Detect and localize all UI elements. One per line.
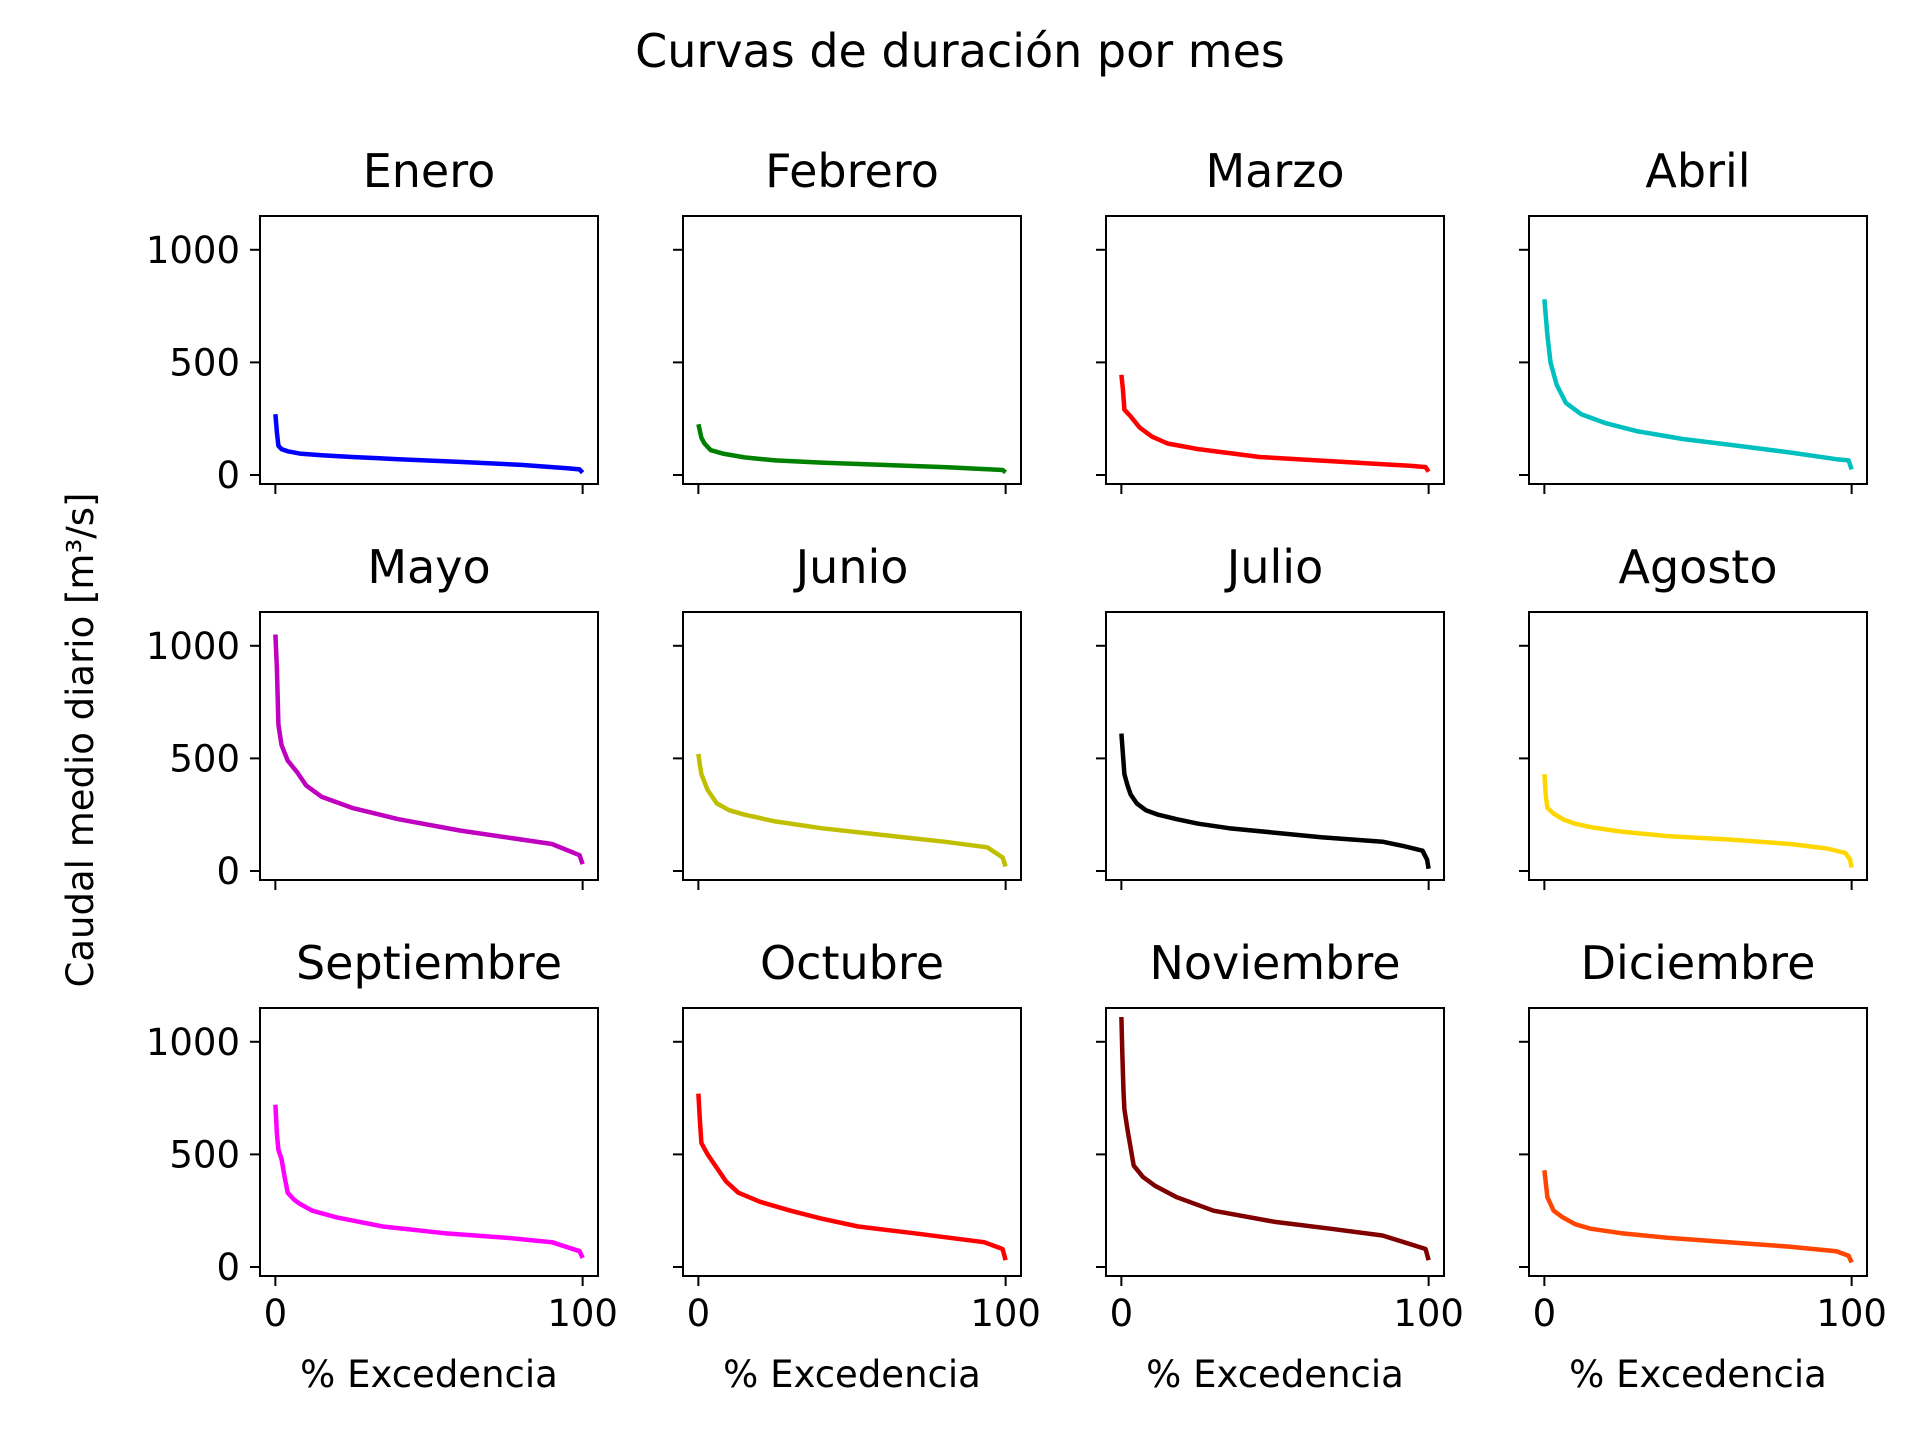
y-axis-label: Caudal medio diario [m³/s] [59, 493, 102, 988]
series-line-febrero [696, 423, 1007, 475]
panel-mayo: Mayo 0 500 1000 [146, 540, 599, 893]
x-tick-label: 100 [1816, 1292, 1887, 1335]
x-tick-label: 100 [547, 1292, 618, 1335]
axes-frame [1105, 1007, 1445, 1277]
panel-title: Septiembre [296, 936, 562, 990]
panel-julio: Julio [1096, 540, 1445, 890]
panel-diciembre: Diciembre 0 100 % Excedencia [1519, 936, 1887, 1396]
series-line-marzo [1119, 374, 1431, 473]
series-line-junio [696, 753, 1008, 868]
figure-title: Curvas de duración por mes [635, 24, 1285, 78]
panel-octubre: Octubre 0 100 % Excedencia [673, 936, 1041, 1396]
x-tick-label: 0 [1533, 1292, 1557, 1335]
panel-junio: Junio [673, 540, 1022, 890]
series-line-agosto [1542, 774, 1854, 869]
panel-title: Mayo [367, 540, 490, 594]
y-tick-label: 0 [216, 1246, 240, 1289]
y-tick-label: 1000 [146, 625, 240, 668]
y-tick-label: 1000 [146, 1021, 240, 1064]
axes-frame [682, 1007, 1022, 1277]
panel-noviembre: Noviembre 0 100 % Excedencia [1096, 936, 1464, 1396]
y-tick-label: 500 [169, 341, 240, 384]
panel-title: Febrero [765, 144, 939, 198]
x-axis-label: % Excedencia [1146, 1353, 1404, 1396]
y-tick-label: 0 [216, 850, 240, 893]
y-tick-label: 1000 [146, 229, 240, 272]
panel-title: Diciembre [1581, 936, 1816, 990]
panel-title: Abril [1645, 144, 1750, 198]
axes-frame [1528, 611, 1868, 881]
axes-frame [682, 215, 1022, 485]
panel-marzo: Marzo [1096, 144, 1445, 494]
x-tick-label: 0 [687, 1292, 711, 1335]
panel-title: Octubre [760, 936, 944, 990]
axes-frame [1528, 215, 1868, 485]
series-line-diciembre [1542, 1169, 1854, 1264]
series-line-julio [1119, 733, 1431, 870]
y-tick-label: 500 [169, 1133, 240, 1176]
x-axis-label: % Excedencia [300, 1353, 558, 1396]
x-axis-label: % Excedencia [1569, 1353, 1827, 1396]
axes-frame [1528, 1007, 1868, 1277]
panel-title: Marzo [1205, 144, 1344, 198]
axes-frame [1105, 215, 1445, 485]
panel-title: Junio [793, 540, 909, 594]
x-tick-label: 0 [1110, 1292, 1134, 1335]
series-line-enero [273, 414, 585, 475]
x-tick-label: 100 [970, 1292, 1041, 1335]
y-tick-label: 0 [216, 454, 240, 497]
panel-title: Noviembre [1149, 936, 1400, 990]
series-line-abril [1542, 299, 1854, 471]
series-line-octubre [696, 1093, 1008, 1261]
series-line-noviembre [1119, 1016, 1431, 1261]
panel-agosto: Agosto [1519, 540, 1868, 890]
x-tick-label: 0 [264, 1292, 288, 1335]
series-line-mayo [273, 634, 585, 865]
x-tick-label: 100 [1393, 1292, 1464, 1335]
panel-septiembre: Septiembre 0 500 1000 0 100 % Excedencia [146, 936, 618, 1396]
panel-febrero: Febrero [673, 144, 1022, 494]
y-tick-label: 500 [169, 737, 240, 780]
axes-frame [259, 215, 599, 485]
axes-frame [1105, 611, 1445, 881]
panel-title: Julio [1224, 540, 1323, 594]
axes-frame [259, 1007, 599, 1277]
panel-title: Agosto [1619, 540, 1778, 594]
axes-frame [259, 611, 599, 881]
axes-frame [682, 611, 1022, 881]
panel-abril: Abril [1519, 144, 1868, 494]
panel-title: Enero [363, 144, 496, 198]
x-axis-label: % Excedencia [723, 1353, 981, 1396]
panel-enero: Enero 0 500 1000 [146, 144, 599, 497]
series-line-septiembre [273, 1104, 585, 1259]
